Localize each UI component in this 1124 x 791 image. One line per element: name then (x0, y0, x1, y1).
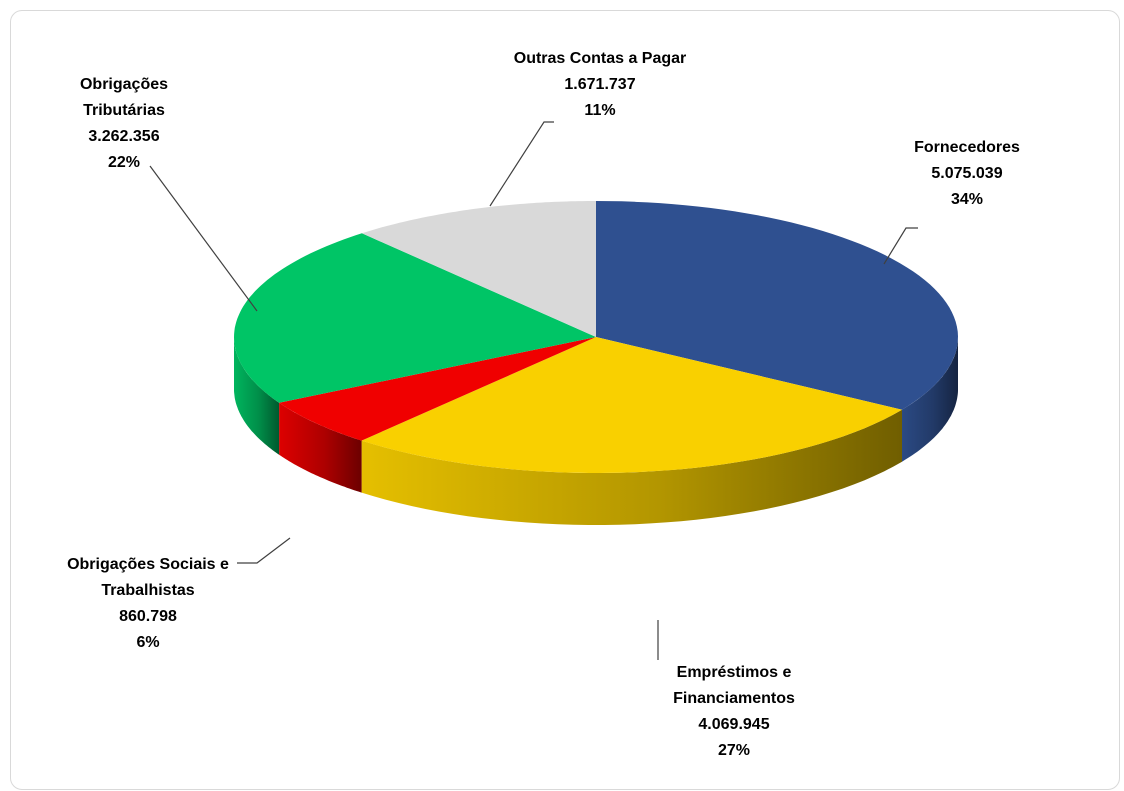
data-label-emprestimos-financiamentos: Empréstimos e Financiamentos 4.069.945 27% (673, 664, 795, 759)
data-label-outras-contas-pagar: Outras Contas a Pagar 1.671.737 11% (514, 50, 687, 119)
data-label-obrigacoes-tributarias: Obrigações Tributárias 3.262.356 22% (80, 76, 168, 171)
pie-side-fornecedores (902, 337, 958, 462)
pie-slice-emprestimos-financiamentos (361, 337, 903, 473)
pie-side-obrigacoes-tributarias (234, 337, 280, 455)
pie-sides (234, 337, 958, 525)
pie-tops (234, 201, 958, 473)
pie-slice-obrigacoes-sociais-trabalhistas (279, 337, 596, 441)
data-label-fornecedores: Fornecedores 5.075.039 34% (914, 139, 1020, 208)
pie-slice-outras-contas-pagar (361, 201, 596, 337)
leader-line-fornecedores (883, 227, 918, 265)
pie-side-emprestimos-financiamentos (361, 409, 903, 525)
leader-line-outras-contas-pagar (489, 121, 554, 207)
data-label-obrigacoes-sociais-trabalhistas: Obrigações Sociais e Trabalhistas 860.798 6… (67, 556, 229, 651)
leader-line-obrigacoes-sociais-trabalhistas (237, 537, 291, 564)
leader-lines (149, 121, 918, 660)
leader-line-obrigacoes-tributarias (149, 165, 258, 312)
pie-slice-fornecedores (596, 201, 958, 410)
pie-side-obrigacoes-sociais-trabalhistas (279, 402, 362, 493)
pie-slice-obrigacoes-tributarias (234, 233, 596, 403)
data-labels: Fornecedores 5.075.039 34% Empréstimos e Fin… (67, 50, 1020, 759)
